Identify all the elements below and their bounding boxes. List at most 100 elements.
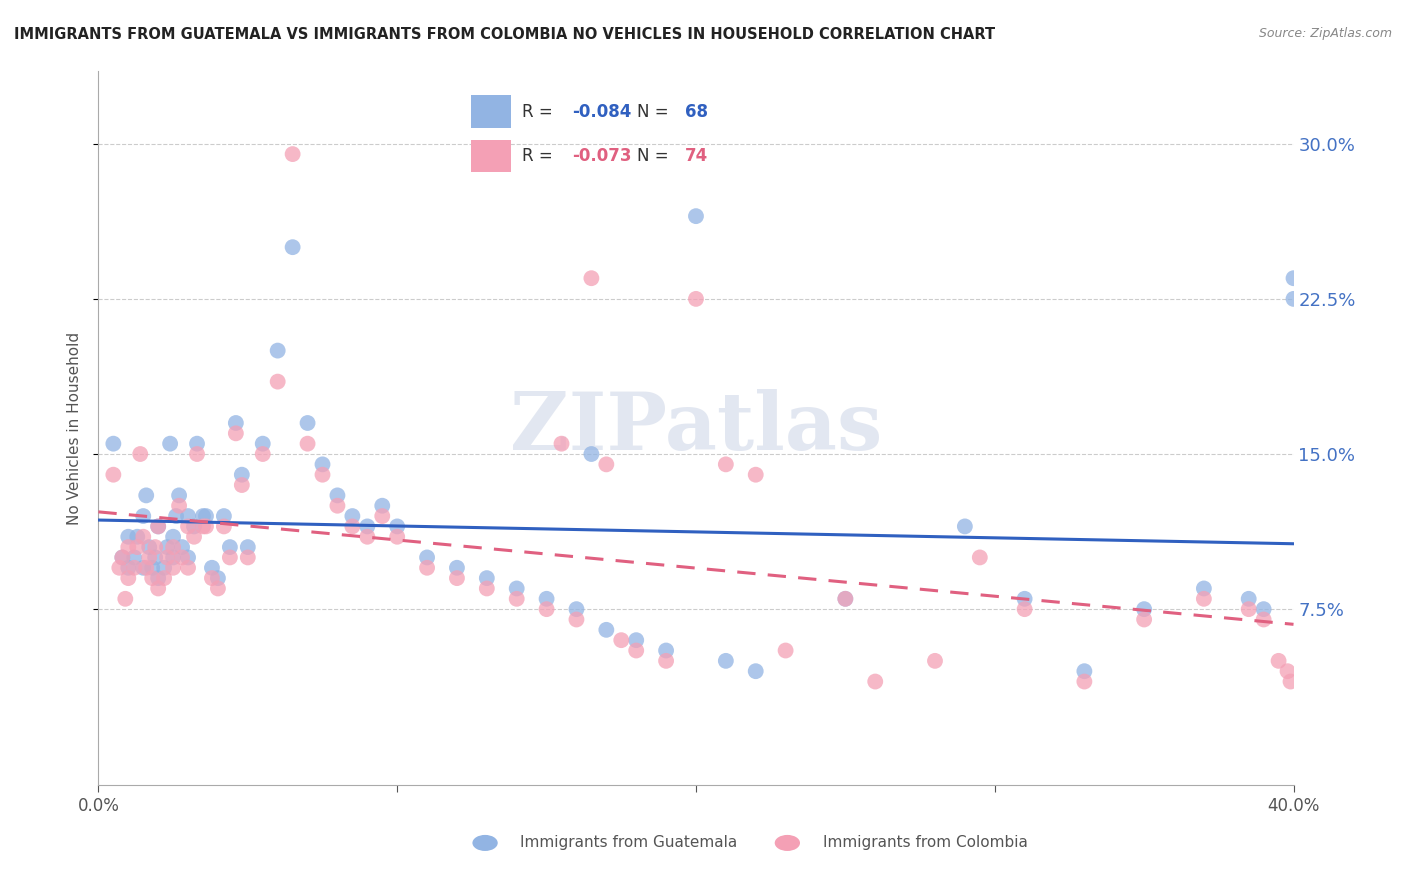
Point — [924, 654, 946, 668]
Point — [132, 509, 155, 524]
Point — [536, 591, 558, 606]
Point — [1014, 591, 1036, 606]
Point — [506, 582, 529, 596]
Point — [385, 519, 409, 533]
Point — [475, 571, 498, 585]
Point — [135, 561, 157, 575]
Point — [111, 550, 134, 565]
Point — [195, 519, 218, 533]
Point — [953, 519, 976, 533]
Point — [1279, 674, 1302, 689]
Point — [595, 458, 617, 472]
Point — [714, 458, 737, 472]
Point — [219, 540, 242, 554]
Point — [595, 623, 617, 637]
Point — [108, 561, 131, 575]
Point — [626, 633, 648, 648]
Point — [581, 271, 603, 285]
Point — [195, 509, 218, 524]
Point — [1073, 664, 1095, 678]
Point — [172, 550, 194, 565]
Point — [1277, 664, 1299, 678]
Point — [153, 561, 176, 575]
Point — [156, 550, 179, 565]
Point — [1267, 654, 1289, 668]
Point — [297, 416, 319, 430]
Point — [162, 530, 184, 544]
Point — [156, 540, 179, 554]
Point — [177, 550, 200, 565]
Point — [565, 602, 588, 616]
Point — [201, 561, 224, 575]
Point — [225, 426, 247, 441]
Point — [212, 509, 235, 524]
Point — [124, 561, 146, 575]
Point — [446, 561, 468, 575]
Point — [167, 499, 190, 513]
Point — [550, 436, 572, 450]
Text: Immigrants from Guatemala: Immigrants from Guatemala — [520, 836, 738, 850]
Point — [117, 540, 139, 554]
Point — [342, 509, 364, 524]
Point — [506, 591, 529, 606]
Point — [117, 530, 139, 544]
Point — [1192, 591, 1215, 606]
Point — [267, 375, 290, 389]
Point — [581, 447, 603, 461]
Point — [311, 467, 333, 482]
Point — [1282, 292, 1305, 306]
Point — [153, 571, 176, 585]
Point — [165, 509, 187, 524]
Point — [177, 519, 200, 533]
Point — [162, 561, 184, 575]
Text: Source: ZipAtlas.com: Source: ZipAtlas.com — [1258, 27, 1392, 40]
Point — [207, 582, 229, 596]
Point — [148, 519, 170, 533]
Point — [117, 561, 139, 575]
Text: IMMIGRANTS FROM GUATEMALA VS IMMIGRANTS FROM COLOMBIA NO VEHICLES IN HOUSEHOLD C: IMMIGRANTS FROM GUATEMALA VS IMMIGRANTS … — [14, 27, 995, 42]
Point — [745, 467, 768, 482]
Point — [159, 436, 181, 450]
Point — [281, 147, 304, 161]
Point — [183, 530, 205, 544]
Point — [162, 540, 184, 554]
Point — [132, 530, 155, 544]
Point — [446, 571, 468, 585]
Point — [610, 633, 633, 648]
Point — [127, 540, 149, 554]
Text: ZIPatlas: ZIPatlas — [510, 389, 882, 467]
Point — [865, 674, 887, 689]
Point — [225, 416, 247, 430]
Point — [1133, 602, 1156, 616]
Point — [201, 571, 224, 585]
Point — [416, 561, 439, 575]
Point — [565, 612, 588, 626]
Point — [655, 643, 678, 657]
Point — [834, 591, 856, 606]
Point — [141, 561, 163, 575]
Point — [1133, 612, 1156, 626]
Point — [685, 292, 707, 306]
Point — [177, 561, 200, 575]
Point — [191, 519, 214, 533]
Point — [267, 343, 290, 358]
Point — [114, 591, 136, 606]
Point — [655, 654, 678, 668]
Point — [135, 488, 157, 502]
Point — [714, 654, 737, 668]
Point — [231, 478, 253, 492]
Point — [1073, 674, 1095, 689]
Point — [685, 209, 707, 223]
Point — [326, 488, 349, 502]
Point — [252, 447, 274, 461]
Point — [371, 499, 394, 513]
Point — [143, 540, 166, 554]
Point — [127, 530, 149, 544]
Point — [186, 436, 208, 450]
Point — [132, 561, 155, 575]
Point — [416, 550, 439, 565]
Point — [148, 582, 170, 596]
Point — [219, 550, 242, 565]
Point — [103, 467, 125, 482]
Point — [1237, 602, 1260, 616]
